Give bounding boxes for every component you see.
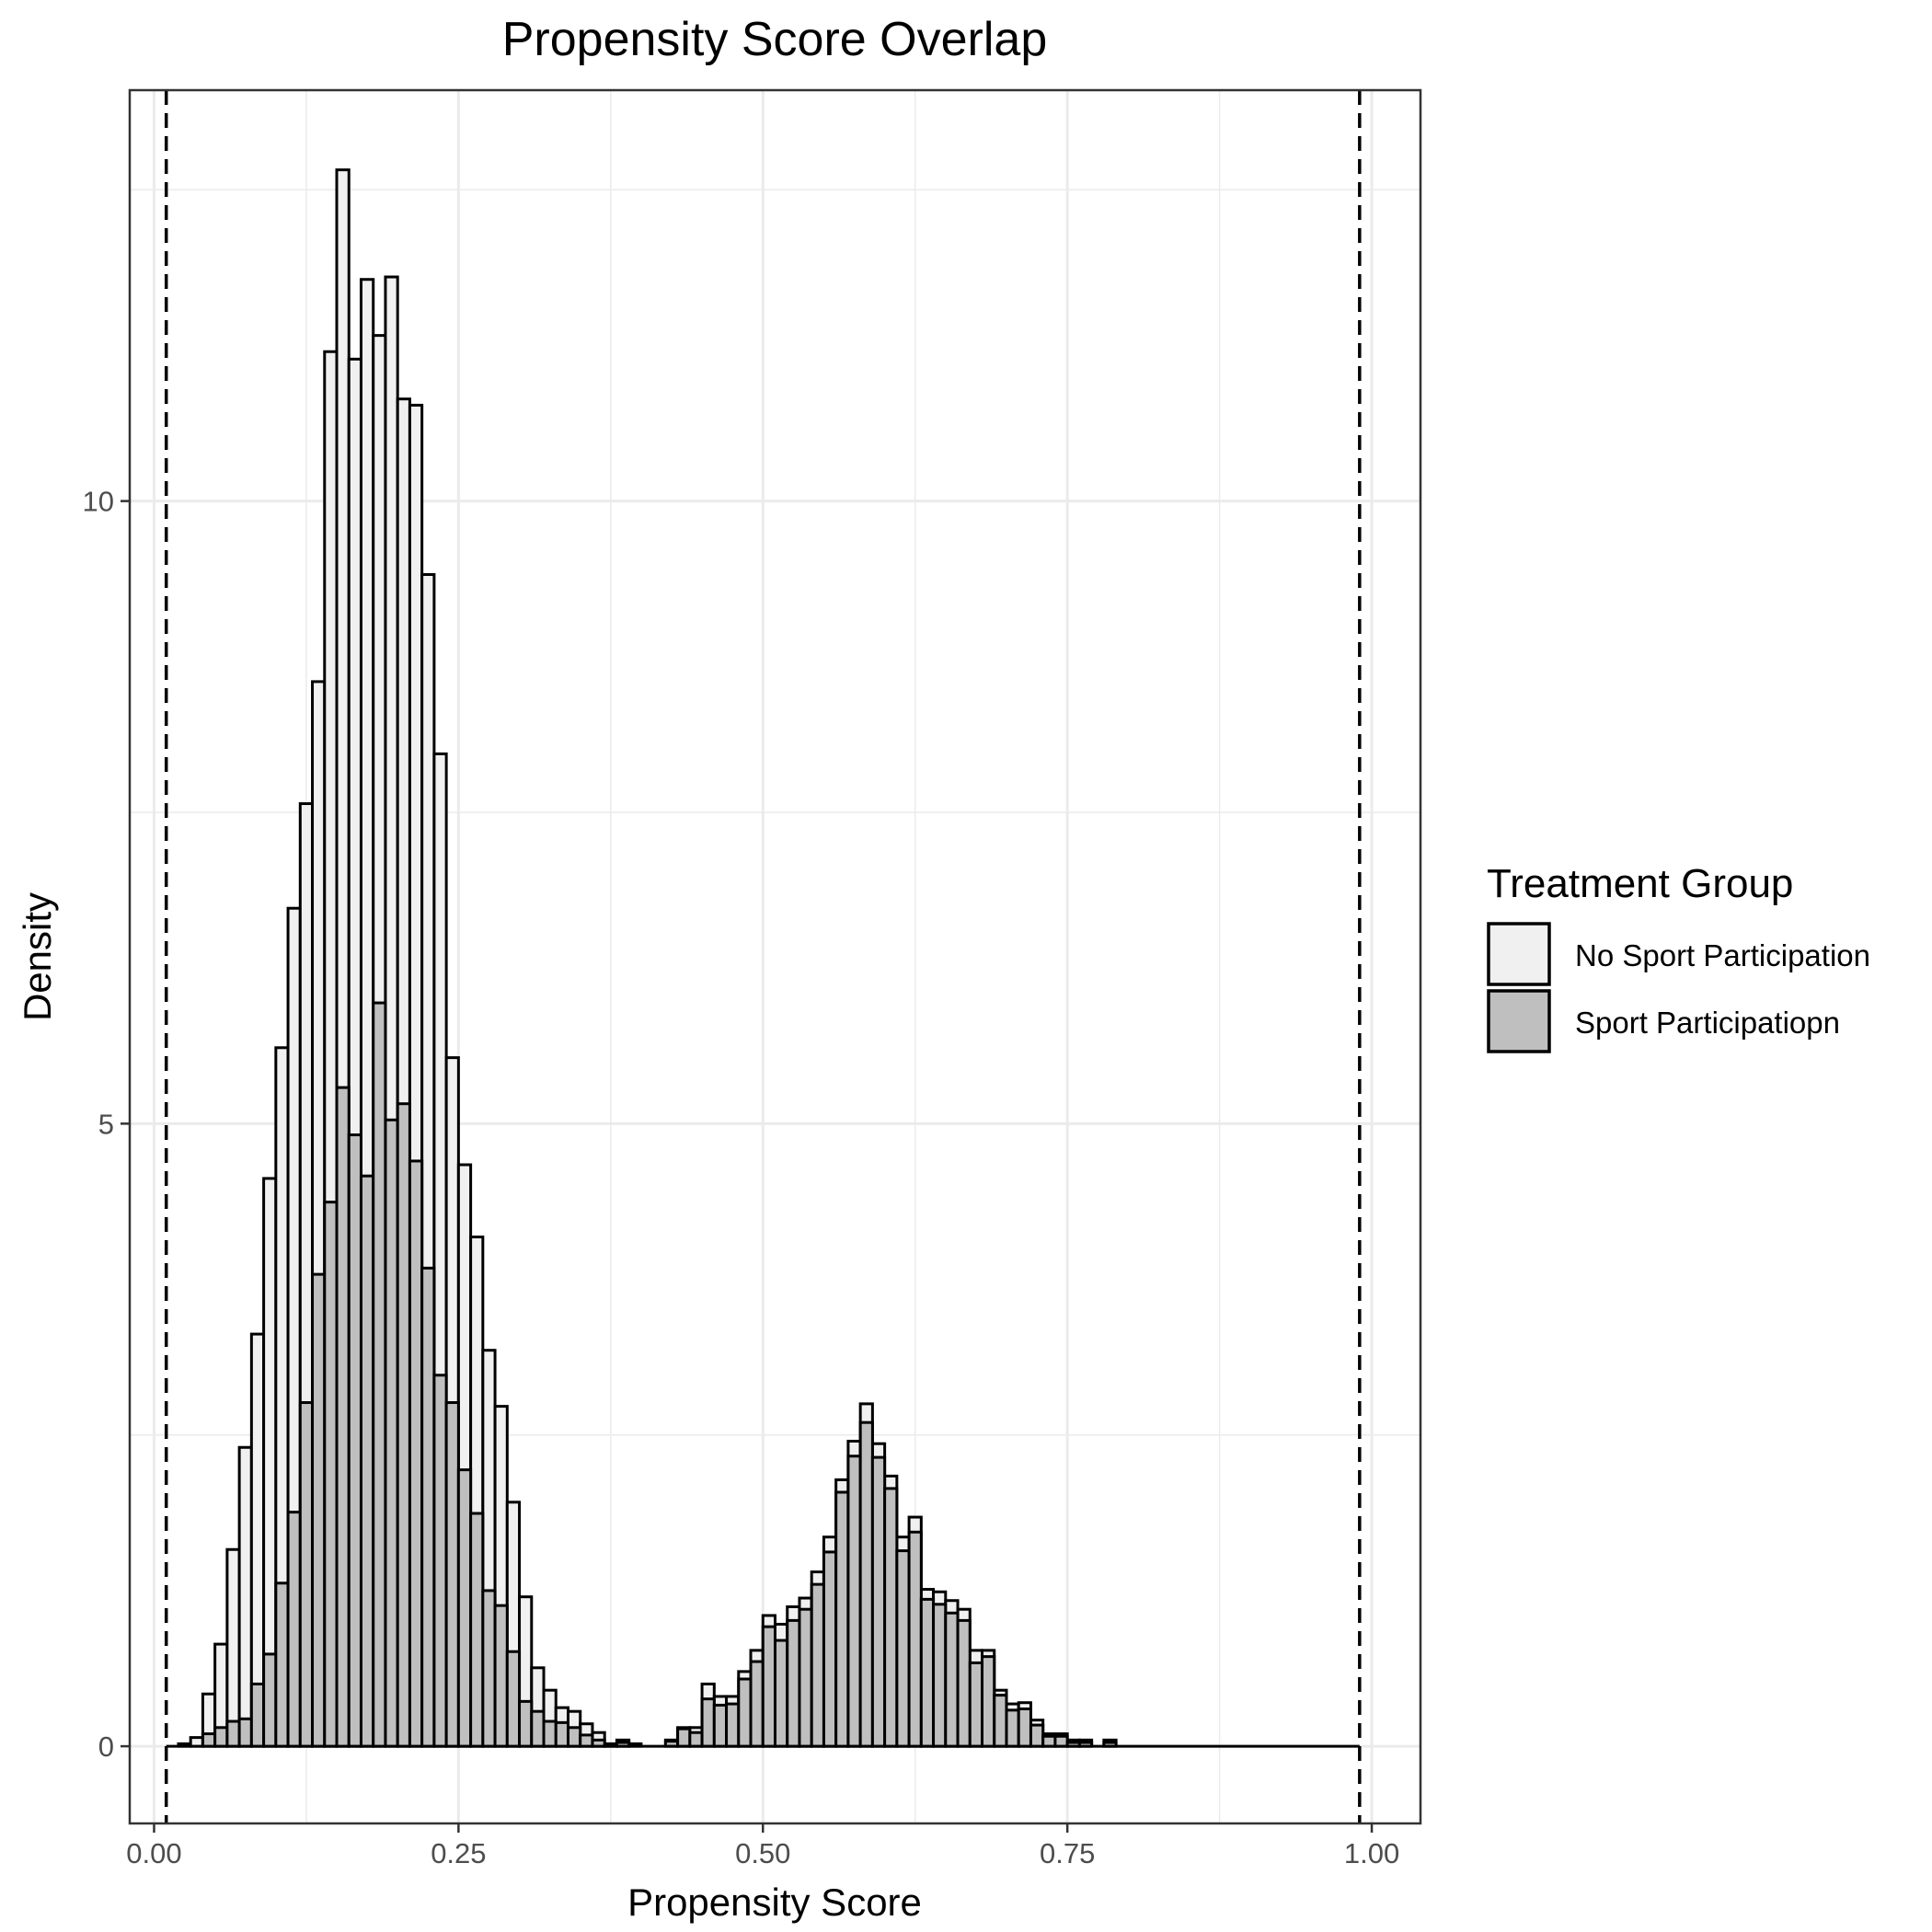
chart-title: Propensity Score Overlap <box>502 13 1048 66</box>
histogram-bar <box>810 1582 825 1748</box>
histogram-bar <box>579 1733 594 1748</box>
histogram-bar <box>944 1611 960 1748</box>
y-tick-label: 5 <box>98 1108 114 1140</box>
histogram-bar <box>798 1607 813 1748</box>
histogram-bar <box>262 1652 278 1748</box>
histogram-bar <box>177 1742 192 1748</box>
histogram-bar <box>505 1650 522 1748</box>
histogram-bar <box>384 1118 399 1748</box>
histogram-bar <box>919 1597 936 1748</box>
histogram-bar <box>883 1487 899 1748</box>
plot-area: 0.00 0.25 0.50 0.75 1.00 0 5 10 <box>83 88 1422 1869</box>
histogram-bar <box>968 1661 984 1748</box>
legend: Treatment Group No Sport Participation S… <box>1487 861 1870 1053</box>
histogram-bar <box>469 1512 485 1748</box>
histogram-bar <box>846 1455 862 1748</box>
histogram-bar <box>786 1618 801 1748</box>
histogram-bar <box>432 1374 448 1748</box>
histogram-bar <box>956 1618 972 1748</box>
histogram-bar <box>663 1740 680 1748</box>
histogram-bar <box>237 1717 253 1748</box>
histogram-bar <box>566 1726 582 1748</box>
histogram-bar <box>286 1511 302 1748</box>
histogram-bar <box>761 1625 777 1748</box>
histogram-bar <box>396 1102 411 1748</box>
histogram-bar <box>591 1738 606 1748</box>
histogram-bar <box>1053 1734 1069 1748</box>
histogram-bar <box>420 1266 436 1748</box>
histogram-bar <box>615 1741 631 1748</box>
histogram-bar <box>907 1530 923 1748</box>
histogram-bar <box>1077 1741 1094 1748</box>
legend-label-no-sport: No Sport Participation <box>1575 938 1870 972</box>
histogram-bar <box>189 1736 204 1748</box>
histogram-bar <box>895 1549 911 1748</box>
histogram-bar <box>518 1699 534 1748</box>
histogram-bar <box>993 1694 1008 1748</box>
x-tick-label: 0.50 <box>735 1837 790 1869</box>
histogram-bar <box>627 1742 643 1748</box>
histogram-bar <box>201 1732 217 1748</box>
histogram-bar <box>225 1547 241 1748</box>
legend-label-sport: Sport Participatiopn <box>1575 1006 1840 1040</box>
histogram-bar <box>444 1401 460 1748</box>
histogram-bar <box>249 1682 266 1748</box>
histogram-bar <box>408 1159 424 1748</box>
histogram-bar <box>359 1174 375 1748</box>
histogram-bar <box>712 1703 729 1748</box>
histogram-bar <box>456 1468 473 1748</box>
histogram-bar <box>213 1726 229 1748</box>
histogram-bar <box>225 1719 241 1748</box>
histogram-bar <box>1005 1708 1020 1748</box>
histogram-bar <box>981 1655 996 1748</box>
histogram-bar <box>774 1639 789 1748</box>
y-axis-title: Density <box>16 892 59 1021</box>
histogram-bar <box>493 1604 509 1748</box>
histogram-bar <box>554 1720 569 1748</box>
y-tick-label: 10 <box>83 486 114 518</box>
histogram-bar <box>932 1603 948 1748</box>
histogram-bar <box>858 1420 874 1748</box>
histogram-bar <box>311 1272 327 1748</box>
histogram-bar <box>1029 1723 1045 1748</box>
x-tick-label: 1.00 <box>1344 1837 1399 1869</box>
x-tick-label: 0.25 <box>431 1837 486 1869</box>
histogram-bar <box>700 1697 716 1748</box>
histogram-bar <box>530 1709 546 1748</box>
histogram-bar <box>603 1743 618 1748</box>
x-tick-label: 0.75 <box>1040 1837 1095 1869</box>
histogram-bar <box>688 1731 704 1748</box>
histogram-bar <box>1017 1707 1032 1748</box>
x-tick-label: 0.00 <box>126 1837 181 1869</box>
y-tick-label: 0 <box>98 1731 114 1763</box>
x-axis-title: Propensity Score <box>627 1880 922 1924</box>
histogram-bar <box>237 1445 253 1748</box>
histogram-bar <box>725 1702 741 1748</box>
histogram-bar <box>372 1001 387 1748</box>
legend-title: Treatment Group <box>1487 861 1793 906</box>
histogram-bar <box>870 1455 887 1748</box>
histogram-bar <box>676 1727 692 1748</box>
histogram-bar <box>834 1490 850 1748</box>
histogram-bar <box>347 1133 362 1748</box>
histogram-bar <box>542 1719 558 1748</box>
histogram-bar <box>274 1581 290 1748</box>
legend-key-no-sport <box>1487 922 1551 986</box>
histogram-bar <box>1065 1741 1081 1748</box>
histogram-bar <box>481 1589 497 1748</box>
histogram-bar <box>298 1401 315 1748</box>
legend-key-sport <box>1487 989 1551 1053</box>
histogram-bar <box>1041 1734 1057 1748</box>
histogram-bar <box>737 1677 753 1748</box>
plot-border <box>128 88 1422 1825</box>
histogram-bar <box>749 1660 765 1748</box>
histogram-bar <box>335 1086 351 1748</box>
series-sport <box>201 1001 1118 1748</box>
histogram-bar <box>822 1550 838 1748</box>
histogram-bar <box>323 1201 339 1748</box>
histogram-bar <box>1102 1741 1118 1748</box>
